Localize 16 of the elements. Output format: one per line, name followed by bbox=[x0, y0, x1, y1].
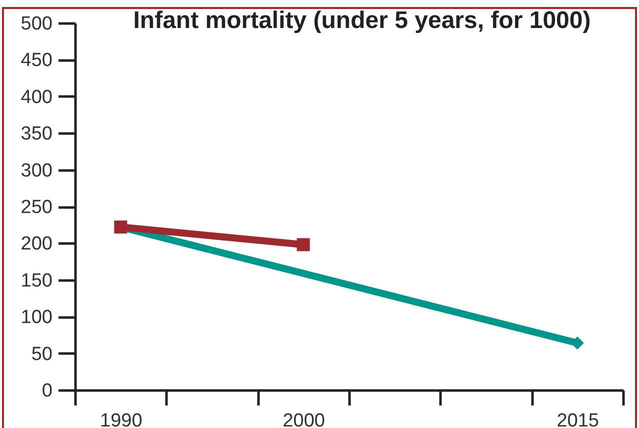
y-tick-label: 0 bbox=[42, 380, 52, 402]
y-tick-label: 400 bbox=[20, 86, 52, 108]
x-tick-label: 2015 bbox=[556, 410, 599, 428]
y-tick-label: 300 bbox=[20, 160, 52, 182]
y-tick-label: 450 bbox=[20, 50, 52, 72]
x-tick-label: 1990 bbox=[100, 410, 142, 428]
y-tick-label: 250 bbox=[20, 197, 52, 218]
x-tick-label: 2000 bbox=[282, 410, 325, 428]
y-tick-label: 150 bbox=[20, 270, 52, 292]
y-tick-label: 350 bbox=[20, 124, 52, 145]
y-tick-label: 100 bbox=[20, 307, 52, 328]
y-tick-label: 200 bbox=[20, 234, 52, 255]
y-tick-label: 500 bbox=[20, 14, 52, 34]
chart-title: Infant mortality (under 5 years, for 1000) bbox=[133, 7, 591, 34]
y-tick-label: 50 bbox=[31, 344, 52, 365]
point bbox=[296, 238, 310, 252]
